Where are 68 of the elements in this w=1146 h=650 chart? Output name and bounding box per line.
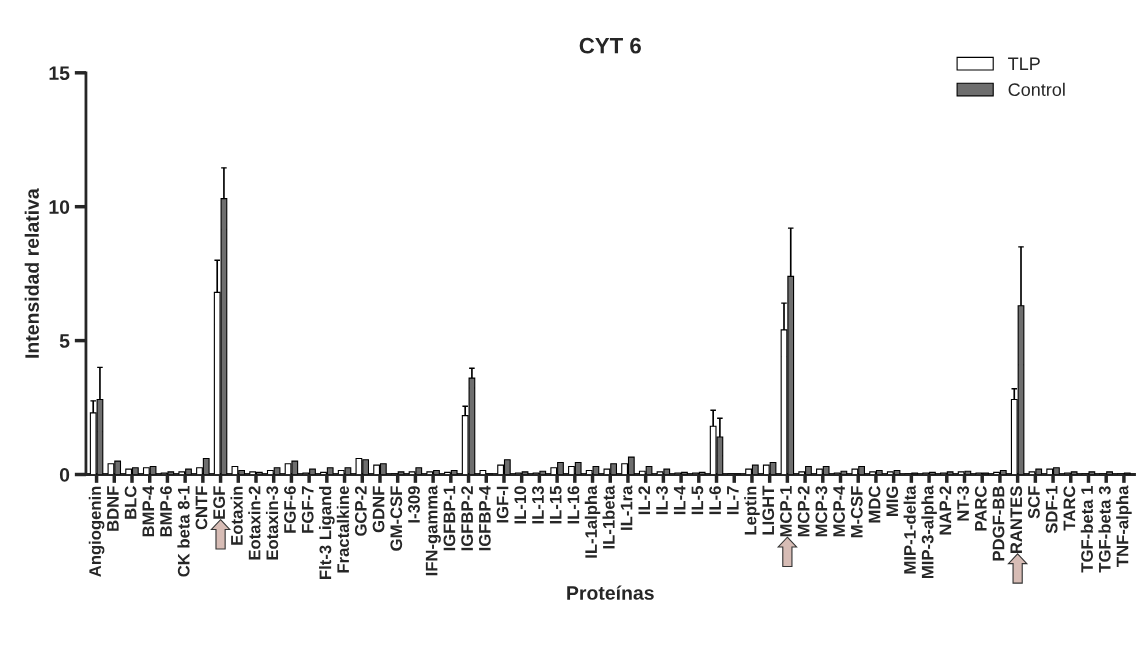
x-tick-label: MIP-1-delta [903,485,916,574]
x-tick-label: CK beta 8-1 [177,486,190,577]
x-tick-label: Leptin [744,486,760,535]
x-tick-label: IL-6 [709,486,721,515]
x-tick-label: IL-1alpha [584,485,601,558]
x-tick-label: Eotaxin [230,486,243,545]
x-tick-label: M-CSF [850,486,863,538]
x-tick-label: PDGF-BB [992,486,1005,561]
x-tick-label: PARC [974,486,987,531]
y-axis-title: Intensidad relativa [24,188,39,358]
x-tick-label: TARC [1063,486,1076,531]
x-tick-label: IL-10 [514,486,527,524]
chart-title: CYT 6 [579,37,641,54]
x-tick-label: I-309 [408,486,420,523]
x-tick-label: BMP-6 [160,486,172,537]
x-tick-label: IGFBP-1 [443,486,456,551]
x-tick-label: IL-5 [691,486,704,515]
x-tick-label: NT-3 [957,486,969,521]
x-tick-label: IL-16 [567,486,580,524]
x-tick-label: GCP-2 [354,486,367,536]
x-tick-label: IFN-gamma [425,485,441,576]
x-tick-label: MDC [868,486,881,523]
x-tick-label: Fractalkine [336,486,350,573]
x-tick-label: IL-3 [656,486,668,515]
x-tick-label: IGF-I [496,486,509,523]
x-tick-label: IL-15 [549,486,562,524]
x-tick-label: EGF [213,486,226,519]
y-tick-label: 5 [59,334,70,348]
x-tick-label: IL-7 [727,486,739,515]
x-tick-label: NAP-2 [939,486,952,535]
x-tick-label: Angiogenin [88,486,105,577]
x-tick-label: TNF-alpha [1116,485,1132,567]
x-tick-label: MIP-3-alpha [921,485,937,579]
x-tick-label: BDNF [107,486,119,531]
x-tick-label: IL-1ra [620,485,633,530]
x-tick-label: MCP-3 [815,486,828,537]
x-tick-label: IGFBP-2 [461,486,474,551]
x-tick-label: CNTF [195,486,208,530]
y-tick-label: 0 [59,467,70,482]
x-tick-label: SCF [1028,486,1040,519]
y-tick-label: 10 [49,200,70,214]
x-tick-label: GDNF [372,486,385,533]
x-tick-label: BMP-4 [142,485,155,537]
x-tick-label: Eotaxin-3 [265,486,279,560]
x-tick-label: MCP-1 [780,486,792,537]
x-tick-label: MIG [886,486,899,516]
x-tick-label: TGF-beta 3 [1098,486,1111,573]
x-tick-label: TGF-beta 1 [1080,486,1093,573]
x-tick-label: MCP-2 [797,486,810,537]
legend-label: Control [1008,82,1065,97]
x-tick-label: Flt-3 Ligand [319,486,335,579]
legend-label: TLP [1008,57,1040,70]
x-tick-label: Eotaxin-2 [248,486,261,560]
x-tick-label: IL-1beta [602,485,615,549]
x-tick-label: GM-CSF [390,486,403,551]
x-axis-title: Proteínas [567,585,654,600]
x-tick-label: BLC [124,486,137,519]
x-tick-label: FGF-7 [301,486,314,533]
x-tick-label: RANTES [1010,486,1023,554]
x-tick-label: FGF-6 [284,486,296,533]
x-tick-label: SDF-1 [1045,486,1058,534]
x-tick-label: LIGHT [762,485,775,535]
x-tick-label: IL-2 [638,486,650,515]
x-tick-label: MCP-4 [833,485,845,537]
y-tick-label: 15 [49,66,70,81]
x-tick-label: IL-4 [673,485,686,515]
x-tick-label: IGFBP-4 [478,485,491,551]
x-tick-label: IL-13 [532,486,544,524]
